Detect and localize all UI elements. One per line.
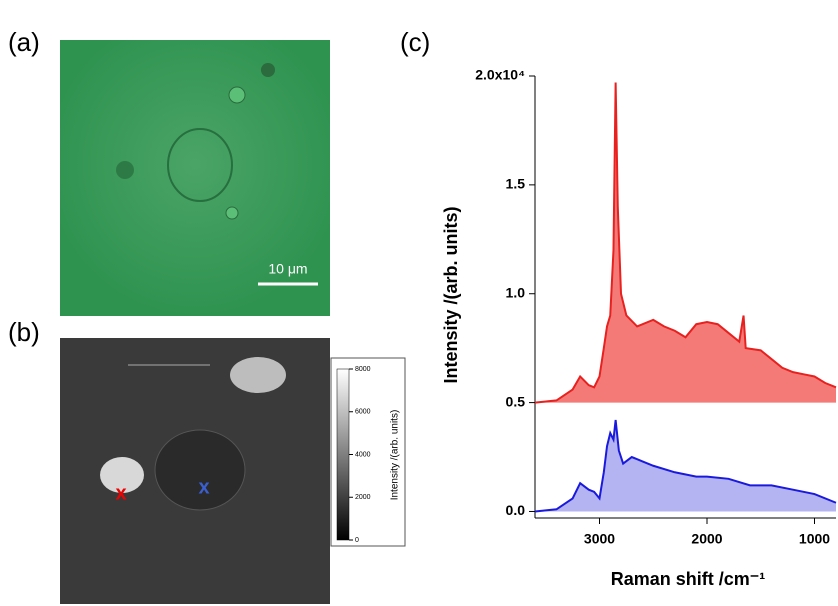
y-tick-label: 0.5 [506,393,526,409]
line [534,419,837,513]
micrograph: 10 μm [60,40,330,316]
y-tick-label: 1.5 [506,176,526,192]
y-tick-label: 2.0x10⁴ [475,67,525,83]
colorbar-tick-label: 4000 [355,451,371,458]
line [534,82,837,404]
panel-label: (a) [8,27,40,57]
marker: x [115,482,126,504]
panel-label: (c) [400,27,430,57]
scale-bar-label: 10 μm [268,261,307,277]
y-axis-label: Intensity /(arb. units) [441,206,461,383]
marker: x [198,476,209,498]
x-tick-label: 2000 [691,531,722,547]
x-tick-label: 1000 [799,531,830,547]
colorbar-tick-label: 6000 [355,409,371,416]
colorbar-label: Intensity /(arb. units) [390,410,401,501]
x-tick-label: 3000 [584,531,615,547]
colorbar [336,368,350,541]
panel-label: (b) [8,317,40,347]
y-tick-label: 0.0 [506,502,526,518]
raman-map: x x [60,338,330,604]
colorbar-tick-label: 8000 [355,366,371,373]
x-axis-label: Raman shift /cm⁻¹ [611,569,766,589]
area [535,420,836,512]
colorbar-tick-label: 2000 [355,494,371,501]
y-tick-label: 1.0 [506,284,526,300]
colorbar-tick-label: 0 [355,537,359,544]
area [535,82,836,403]
